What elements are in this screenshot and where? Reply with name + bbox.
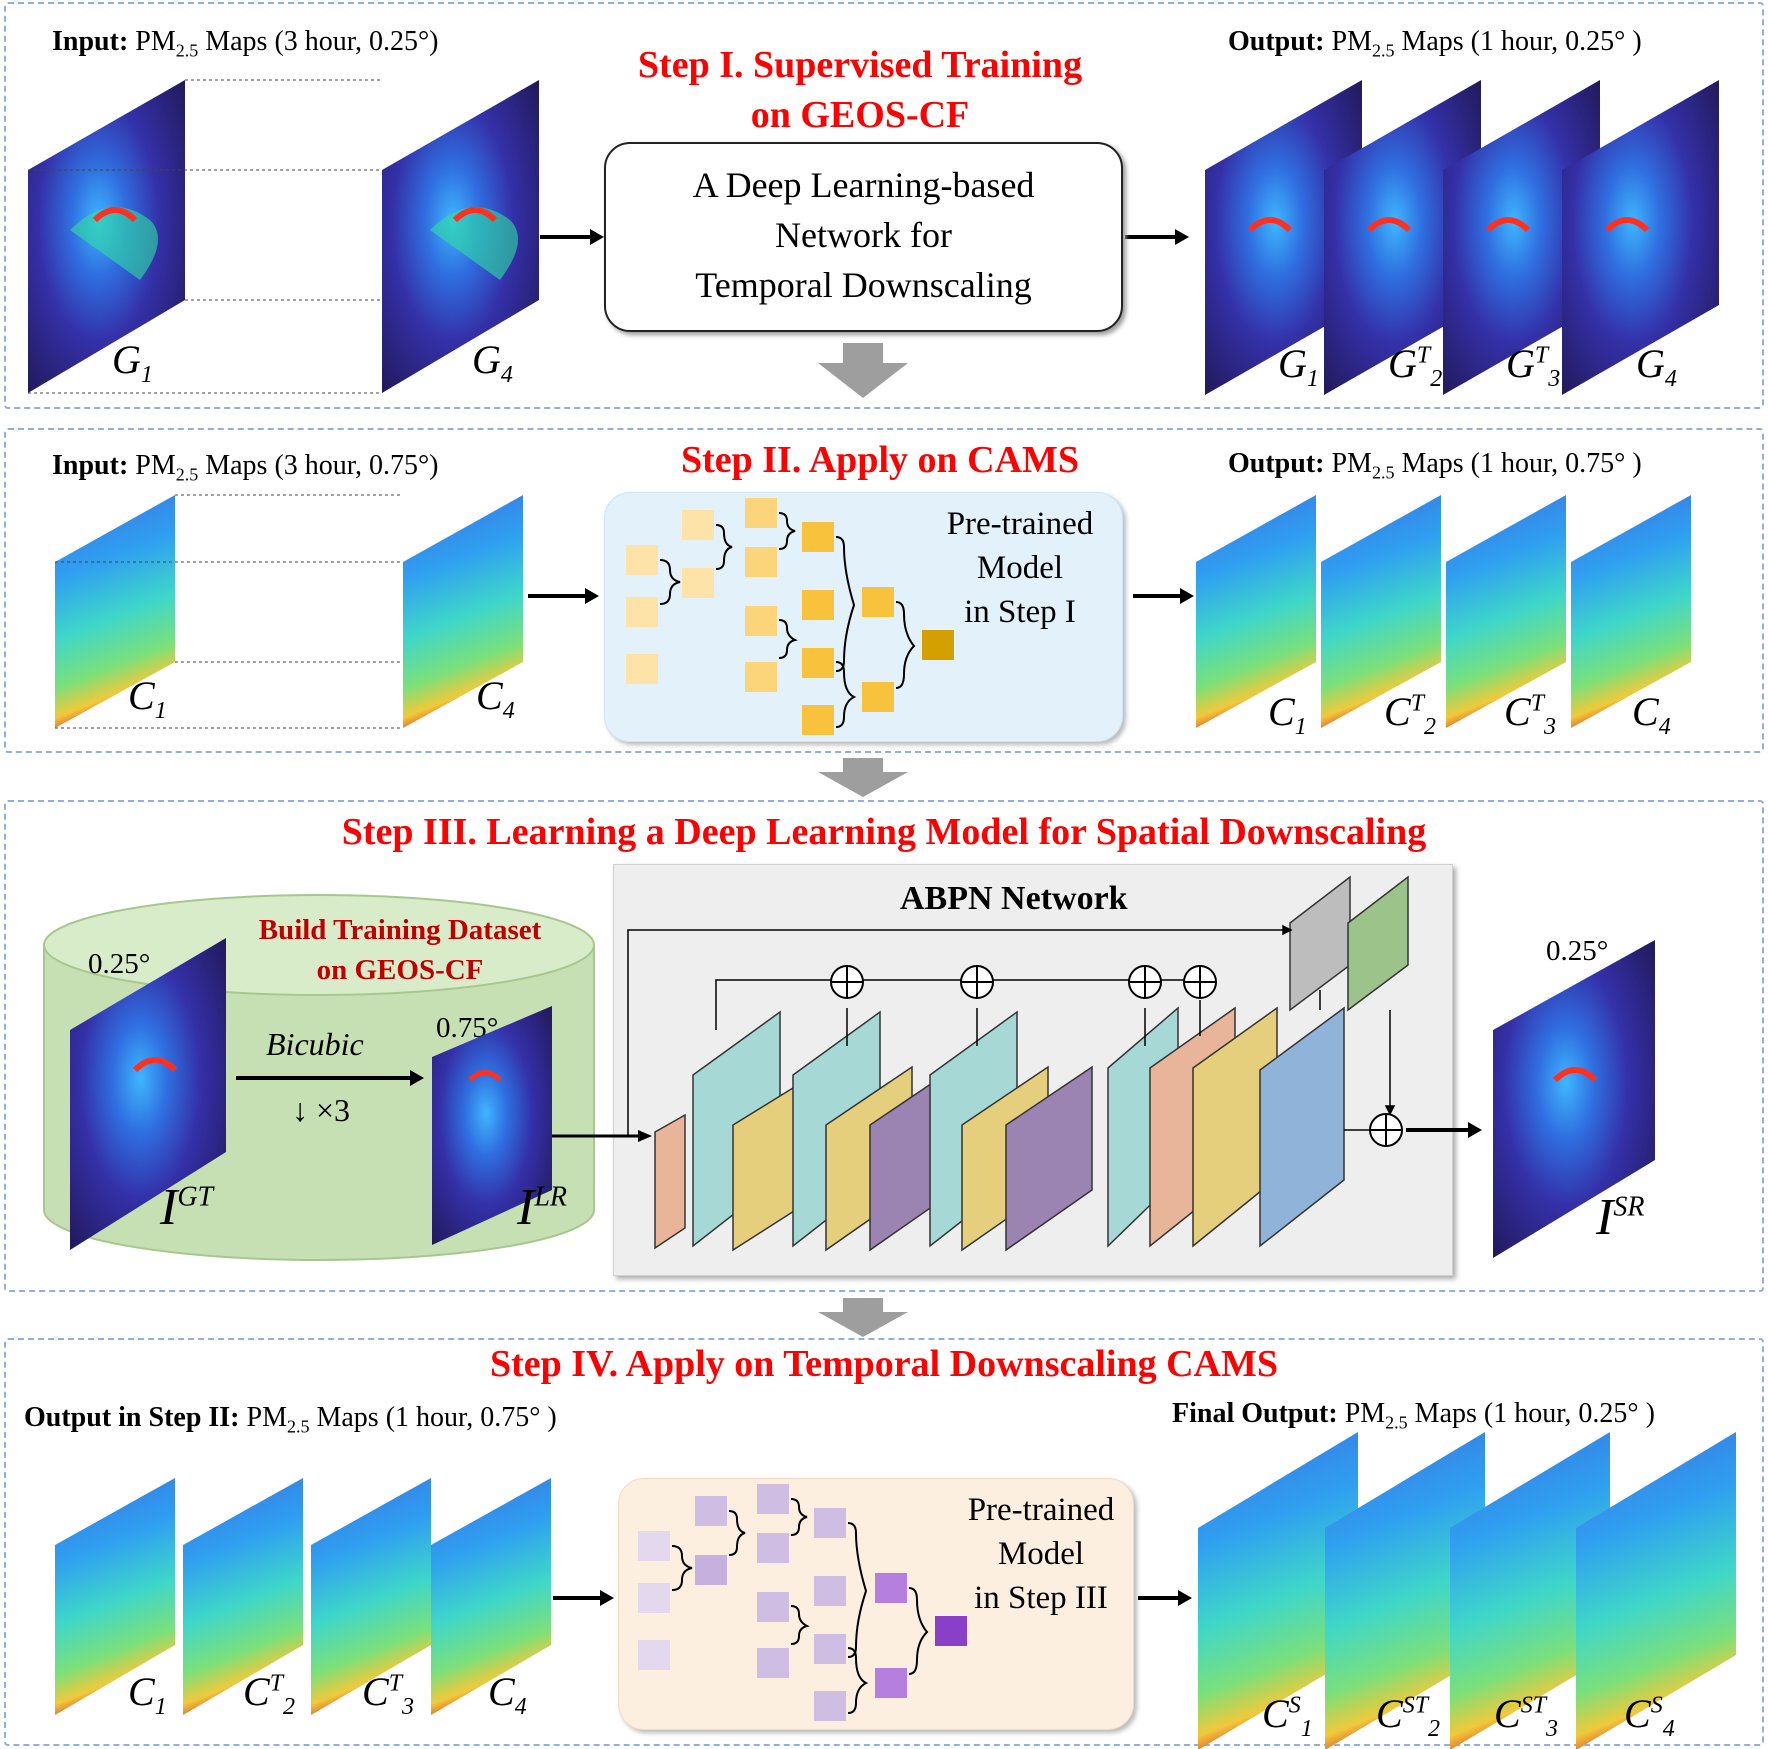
label-c2st-out: CST2 <box>1376 1691 1441 1742</box>
label-g4-out: G4 <box>1636 341 1677 392</box>
label-ilr: ILR <box>517 1179 568 1236</box>
step2-model-text: Pre-trained Model in Step I <box>946 506 1094 630</box>
step2-panel <box>4 428 1764 753</box>
step2-tree <box>626 498 954 735</box>
label-c2t-out: CT2 <box>1384 689 1437 740</box>
step2-input-label: Input: PM2.5 Maps (3 hour, 0.75°) <box>52 450 439 485</box>
step4-input-label: Output in Step II: PM2.5 Maps (1 hour, 0… <box>24 1402 557 1437</box>
step4-panel <box>4 1338 1764 1746</box>
label-c4s-out: CS4 <box>1624 1691 1675 1742</box>
label-g1-out: G1 <box>1278 341 1319 392</box>
label-c1s-out: CS1 <box>1262 1691 1313 1742</box>
res-gt: 0.25° <box>88 948 151 980</box>
label-c3t-out: CT3 <box>1504 689 1557 740</box>
dataset-title: Build Training Dataset on GEOS-CF <box>258 914 542 986</box>
step4-output-label: Final Output: PM2.5 Maps (1 hour, 0.25° … <box>1172 1398 1655 1433</box>
step4-model-text: Pre-trained Model in Step III <box>967 1492 1115 1616</box>
label-c4-in: C4 <box>476 673 515 724</box>
step1-input-label: Input: PM2.5 Maps (3 hour, 0.25°) <box>52 26 439 61</box>
map-igt <box>70 938 226 1250</box>
add-icons <box>830 965 1403 1147</box>
step3-title: Step III. Learning a Deep Learning Model… <box>341 811 1427 853</box>
map-isr <box>1493 940 1655 1258</box>
label-g1-in: G1 <box>112 337 153 388</box>
map-c1 <box>55 495 175 728</box>
res-sr: 0.25° <box>1546 935 1609 967</box>
label-c2t-s4in: CT2 <box>243 1669 296 1720</box>
label-c3t-s4in: CT3 <box>362 1669 415 1720</box>
downsample-label: ↓ ×3 <box>292 1092 351 1128</box>
step1-panel <box>4 2 1764 409</box>
step3-panel <box>4 800 1764 1292</box>
label-g3t-out: GT3 <box>1506 341 1561 392</box>
label-c4-out: C4 <box>1632 689 1671 740</box>
label-c4-s4in: C4 <box>488 1669 527 1720</box>
label-g2t-out: GT2 <box>1388 341 1443 392</box>
step4-title: Step IV. Apply on Temporal Downscaling C… <box>490 1343 1278 1385</box>
step1-output-label: Output: PM2.5 Maps (1 hour, 0.25° ) <box>1228 26 1642 61</box>
network-title: ABPN Network <box>900 880 1128 917</box>
step1-input-maps <box>28 79 1719 398</box>
label-c1-out: C1 <box>1268 689 1307 740</box>
step1-title: Step I. Supervised Training on GEOS-CF <box>637 44 1083 136</box>
label-isr: ISR <box>1596 1189 1645 1246</box>
step2-graphics <box>55 494 1691 797</box>
label-c1-in: C1 <box>128 673 167 724</box>
map-c4 <box>403 495 523 728</box>
label-igt: IGT <box>160 1179 214 1236</box>
temporal-network-text: A Deep Learning-based Network for Temporal… <box>692 165 1035 305</box>
step3-graphics <box>70 875 1655 1337</box>
label-g4-in: G4 <box>472 337 513 388</box>
step4-tree <box>638 1484 967 1721</box>
step2-title: Step II. Apply on CAMS <box>680 439 1080 481</box>
map-ilr <box>432 1006 552 1245</box>
label-c3st-out: CST3 <box>1494 1691 1559 1742</box>
temporal-network-box <box>604 142 1123 332</box>
bicubic-label: Bicubic <box>266 1026 364 1062</box>
label-c1-s4in: C1 <box>128 1669 167 1720</box>
step2-output-label: Output: PM2.5 Maps (1 hour, 0.75° ) <box>1228 448 1642 483</box>
